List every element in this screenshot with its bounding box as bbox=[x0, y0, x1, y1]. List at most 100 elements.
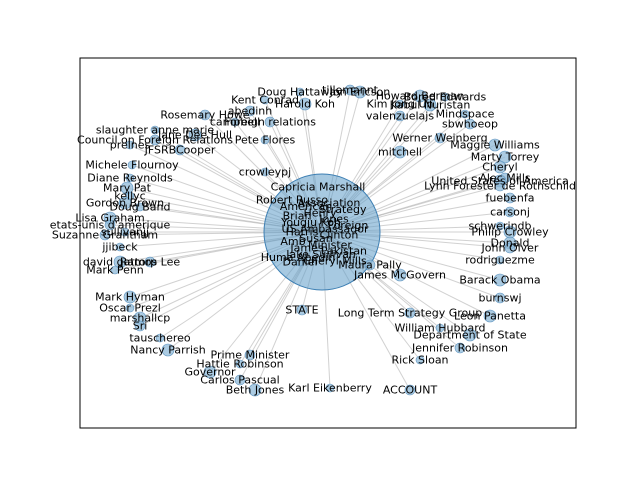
hub-stack-label: US Ambassador bbox=[282, 222, 369, 235]
node-label: Donald bbox=[491, 237, 530, 250]
graph-node bbox=[234, 374, 246, 386]
graph-node bbox=[435, 323, 445, 333]
graph-node bbox=[150, 125, 160, 135]
graph-node bbox=[364, 259, 376, 271]
hub-stack-label: Brian bbox=[283, 210, 312, 223]
hub-node-group bbox=[263, 173, 381, 291]
graph-node bbox=[498, 150, 512, 164]
graph-node bbox=[125, 173, 135, 183]
node-label: carsonj bbox=[490, 206, 530, 219]
graph-node bbox=[463, 328, 477, 342]
graph-node bbox=[120, 227, 130, 237]
graph-node bbox=[188, 128, 202, 142]
graph-node bbox=[393, 145, 407, 159]
hub-stack-label: James bbox=[289, 242, 323, 255]
graph-node bbox=[413, 89, 427, 103]
graph-node bbox=[493, 160, 507, 174]
node-label: schwerindb bbox=[468, 220, 531, 233]
graph-node bbox=[155, 333, 165, 343]
node-label: Beth Jones bbox=[226, 384, 285, 397]
graph-node bbox=[230, 117, 240, 127]
graph-node bbox=[104, 219, 116, 231]
graph-node bbox=[260, 135, 270, 145]
graph-node bbox=[123, 290, 137, 304]
node-label: ACCOUNT bbox=[383, 384, 438, 397]
node-label: Kim Jong Un bbox=[367, 98, 434, 111]
graph-node bbox=[235, 359, 245, 369]
graph-node bbox=[135, 202, 145, 212]
node-label: Mark Hyman bbox=[95, 291, 165, 304]
hub-stack-label: Henry bbox=[303, 206, 337, 219]
graph-node bbox=[115, 242, 125, 252]
hub-stack-label: Robert Russo bbox=[256, 194, 329, 207]
node-label: burnswj bbox=[478, 292, 521, 305]
node-label: abedinh bbox=[228, 105, 273, 118]
node-label: Carlos Pascual bbox=[200, 374, 279, 387]
hub-stack-label: Yougju Koh bbox=[280, 216, 341, 229]
node-label: Marty Torrey bbox=[471, 151, 540, 164]
hub-stack-label: Cheryl Mills bbox=[303, 254, 367, 267]
graph-node bbox=[504, 206, 516, 218]
node-label: Kabul Nuristan bbox=[390, 99, 471, 112]
hub-stack-label: Clinton bbox=[320, 229, 359, 242]
node-label: Cheryl bbox=[482, 161, 518, 174]
graph-node bbox=[244, 349, 256, 361]
node-label: Gordon Brown bbox=[86, 197, 164, 210]
graph-node bbox=[393, 268, 407, 282]
graph-node bbox=[260, 167, 270, 177]
hub-stack-label: Jones bbox=[318, 213, 349, 226]
graph-node bbox=[296, 304, 308, 316]
node-label: Leon Panetta bbox=[454, 310, 526, 323]
graph-node bbox=[125, 140, 135, 150]
graph-node bbox=[125, 303, 135, 313]
graph-node bbox=[118, 196, 132, 210]
node-label: Barack Obama bbox=[459, 274, 540, 287]
graph-node bbox=[494, 292, 506, 304]
graph-node bbox=[464, 118, 476, 130]
graph-node bbox=[260, 95, 270, 105]
hub-stack-label: Harris bbox=[286, 226, 319, 239]
node-layer bbox=[99, 84, 517, 397]
node-label: rodriguezme bbox=[465, 254, 535, 267]
node-label: campbell bbox=[210, 116, 260, 129]
hub-stack-label: Huma Abedin bbox=[261, 251, 336, 264]
node-label: Maggie Williams bbox=[450, 139, 540, 152]
node-label: Nancy Parrish bbox=[130, 344, 206, 357]
node-label: Mary Pat bbox=[103, 182, 152, 195]
node-label: Daniel bbox=[282, 256, 317, 269]
node-label: United States of America bbox=[431, 175, 568, 188]
node-label: Jennifer Robinson bbox=[411, 342, 508, 355]
hub-stack-label: Foreign bbox=[328, 219, 369, 232]
node-label: Pete Flores bbox=[235, 134, 296, 147]
node-label: Kent Conrad bbox=[231, 94, 299, 107]
node-label: Diane Reynolds bbox=[87, 172, 173, 185]
graph-node bbox=[134, 320, 146, 332]
hub-label-stack: Robert RussoAssociationAmericanStrategyH… bbox=[256, 194, 369, 268]
node-label: Suzanne Grantham bbox=[52, 229, 158, 242]
node-label: preines bbox=[110, 139, 151, 152]
node-label: Rosemary Howe bbox=[160, 109, 249, 122]
graph-node bbox=[295, 257, 305, 267]
node-label: Karl Eikenberry bbox=[288, 382, 372, 395]
graph-node bbox=[144, 256, 156, 268]
node-label: fuebenfa bbox=[486, 192, 535, 205]
node-label: Hattie Robinson bbox=[196, 358, 283, 371]
graph-node bbox=[161, 343, 175, 357]
graph-node bbox=[434, 132, 446, 144]
node-label: Governor bbox=[184, 366, 236, 379]
node-label: Council on Foreign Relations bbox=[77, 134, 233, 147]
node-label: Department of State bbox=[413, 329, 527, 342]
graph-node bbox=[199, 109, 211, 121]
node-label: Howard Berman bbox=[376, 90, 465, 103]
hub-stack-label: Strategy bbox=[319, 203, 367, 216]
node-label: Oscar Prezl bbox=[99, 302, 161, 315]
hub-stack-label: Susan bbox=[299, 232, 332, 245]
node-label: John Olver bbox=[481, 242, 539, 255]
graph-node bbox=[110, 265, 120, 275]
node-label: sullivanjj bbox=[101, 226, 149, 239]
graph-node bbox=[440, 92, 450, 102]
node-label: sbwhoeop bbox=[442, 118, 498, 131]
node-label: Mark Penn bbox=[86, 264, 144, 277]
node-label: tillemannt bbox=[322, 84, 379, 97]
node-label: valenzuelajs bbox=[366, 110, 434, 123]
